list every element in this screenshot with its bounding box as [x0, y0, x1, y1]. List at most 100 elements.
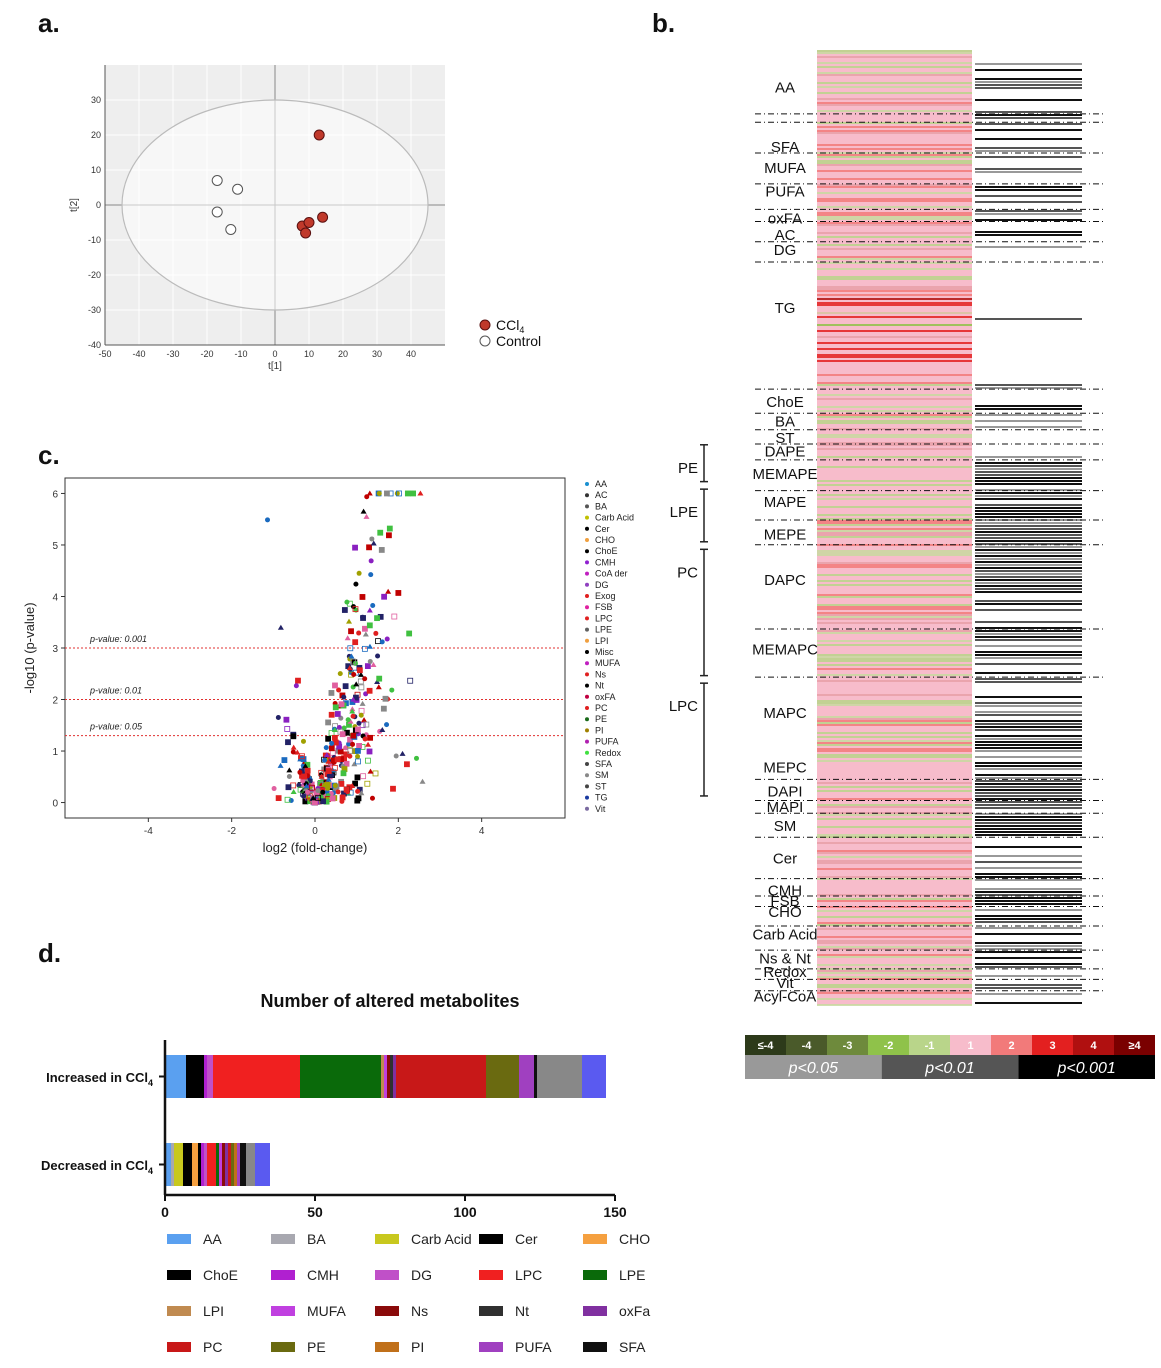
- volcano-point: [391, 613, 398, 620]
- volcano-point: [335, 789, 341, 795]
- x-tick-label: -20: [200, 349, 213, 359]
- heatmap-stripe: [817, 842, 972, 844]
- heatmap-stripe: [817, 294, 972, 296]
- heatmap-stripe: [817, 66, 972, 68]
- row-label: ST: [775, 430, 794, 447]
- legend-marker: [585, 672, 589, 677]
- pvalue-stripe: [975, 756, 1082, 758]
- legend-label: Cer: [595, 524, 610, 534]
- pvalue-stripe: [975, 819, 1082, 821]
- legend-label: Carb Acid: [411, 1231, 472, 1247]
- legend-marker: [585, 638, 589, 643]
- volcano-point: [346, 618, 353, 624]
- heatmap-stripe: [817, 564, 972, 566]
- heatmap-stripe: [817, 436, 972, 438]
- volcano-point: [294, 749, 301, 755]
- heatmap-stripe: [817, 288, 972, 290]
- category-label: Decreased in CCl4: [41, 1158, 153, 1176]
- data-point: [317, 211, 329, 223]
- pvalue-stripe: [975, 150, 1082, 152]
- legend-label: LPI: [203, 1303, 224, 1319]
- volcano-point: [336, 687, 342, 693]
- heatmap-stripe: [817, 594, 972, 596]
- heatmap-stripe: [817, 922, 972, 924]
- data-point: [225, 224, 237, 235]
- heatmap-stripe: [817, 518, 972, 520]
- volcano-point: [331, 727, 338, 733]
- volcano-point: [290, 733, 297, 740]
- pvalue-stripe: [975, 900, 1082, 902]
- heatmap-stripe: [817, 694, 972, 696]
- heatmap-stripe: [817, 552, 972, 554]
- volcano-point: [384, 722, 390, 728]
- heatmap-stripe: [817, 716, 972, 718]
- heatmap-stripe: [817, 664, 972, 666]
- heatmap-stripe: [817, 422, 972, 424]
- volcano-point: [356, 720, 362, 726]
- scale-cell: [786, 1035, 827, 1055]
- pvalue-stripe: [975, 957, 1082, 959]
- heatmap-stripe: [817, 216, 972, 218]
- legend-marker: [585, 750, 589, 755]
- volcano-point: [328, 690, 335, 696]
- pvalue-stripe: [975, 633, 1082, 635]
- heatmap-stripe: [817, 110, 972, 112]
- legend-label: SFA: [619, 1339, 646, 1355]
- heatmap-stripe: [817, 456, 972, 458]
- volcano-point: [413, 755, 419, 761]
- legend-swatch: [479, 1270, 503, 1280]
- row-label: ChoE: [766, 394, 804, 411]
- pvalue-stripe: [975, 816, 1082, 818]
- scale-cell: [1073, 1035, 1114, 1055]
- volcano-point: [323, 745, 329, 751]
- pvalue-stripe: [975, 567, 1082, 569]
- pvalue-stripe: [975, 768, 1082, 770]
- pvalue-stripe: [975, 894, 1082, 896]
- x-tick-label: 20: [338, 349, 348, 359]
- heatmap-stripe: [817, 530, 972, 532]
- volcano-point: [361, 717, 368, 723]
- scale-label: 3: [1049, 1040, 1055, 1052]
- bar-segment: [186, 1055, 201, 1098]
- heatmap-stripe: [817, 574, 972, 576]
- heatmap-stripe: [817, 144, 972, 146]
- heatmap-stripe: [817, 448, 972, 450]
- volcano-point: [367, 734, 374, 741]
- heatmap-stripe: [817, 862, 972, 864]
- volcano-point: [334, 756, 341, 763]
- row-label: MEMAPE: [752, 466, 817, 483]
- legend-label: LPC: [595, 613, 613, 623]
- row-label: TG: [775, 300, 796, 317]
- bar-segment: [225, 1143, 228, 1186]
- x-tick-label: -2: [227, 826, 236, 837]
- pvalue-stripe: [975, 834, 1082, 836]
- bar-segment: [300, 1055, 381, 1098]
- heatmap-stripe: [817, 324, 972, 326]
- volcano-point: [355, 726, 361, 733]
- pvalue-stripe: [975, 489, 1082, 491]
- scale-label: -2: [884, 1040, 894, 1052]
- heatmap-stripe: [817, 410, 972, 412]
- bar-segment: [396, 1055, 486, 1098]
- volcano-point: [347, 718, 354, 724]
- legend-swatch: [375, 1234, 399, 1244]
- pvalue-stripe: [975, 408, 1082, 410]
- volcano-point: [370, 602, 376, 608]
- volcano-point: [290, 782, 297, 789]
- volcano-point: [303, 783, 310, 789]
- row-label: AC: [775, 227, 796, 244]
- y-tick-label: 4: [52, 592, 58, 603]
- x-tick-label: -40: [132, 349, 145, 359]
- volcano-point: [277, 624, 284, 630]
- legend-swatch: [583, 1270, 607, 1280]
- pvalue-stripe: [975, 111, 1082, 113]
- confidence-ellipse: [121, 99, 429, 311]
- pvalue-stripe: [975, 948, 1082, 950]
- legend-swatch: [479, 1306, 503, 1316]
- heatmap-stripe: [817, 536, 972, 538]
- pvalue-stripe: [975, 213, 1082, 215]
- pvalue-stripe: [975, 219, 1082, 221]
- pvalue-stripe: [975, 750, 1082, 752]
- legend-marker: [585, 706, 589, 710]
- legend-marker: [585, 549, 589, 554]
